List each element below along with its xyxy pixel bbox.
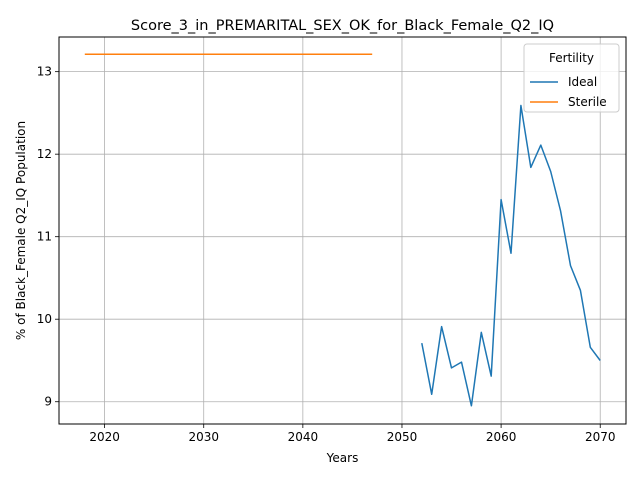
chart-title: Score_3_in_PREMARITAL_SEX_OK_for_Black_F… bbox=[131, 18, 554, 34]
y-tick-label: 9 bbox=[44, 395, 52, 409]
legend-box bbox=[523, 43, 620, 113]
x-tick-label: 2050 bbox=[387, 430, 418, 444]
y-tick-label: 10 bbox=[37, 312, 52, 326]
y-tick-label: 13 bbox=[37, 65, 52, 79]
legend-items: Ideal Sterile bbox=[530, 75, 607, 109]
x-axis-ticks: 2020 2030 2040 2050 2060 2070 bbox=[89, 424, 616, 444]
series-line-ideal bbox=[421, 104, 601, 407]
x-tick-label: 2030 bbox=[188, 430, 219, 444]
y-axis-label: % of Black_Female Q2_IQ Population bbox=[14, 121, 28, 340]
legend-label-sterile: Sterile bbox=[568, 95, 607, 109]
y-axis-ticks: 9 10 11 12 13 bbox=[37, 65, 59, 409]
x-tick-label: 2060 bbox=[486, 430, 517, 444]
legend-title: Fertility bbox=[549, 51, 594, 65]
x-tick-label: 2040 bbox=[288, 430, 319, 444]
legend-label-ideal: Ideal bbox=[568, 75, 597, 89]
x-tick-label: 2020 bbox=[89, 430, 120, 444]
x-tick-label: 2070 bbox=[585, 430, 616, 444]
y-tick-label: 11 bbox=[37, 230, 52, 244]
series-lines bbox=[84, 53, 601, 407]
x-axis-label: Years bbox=[326, 451, 359, 465]
legend: Fertility Ideal Sterile bbox=[523, 43, 620, 113]
plot-area-frame bbox=[58, 36, 627, 425]
y-tick-label: 12 bbox=[37, 147, 52, 161]
